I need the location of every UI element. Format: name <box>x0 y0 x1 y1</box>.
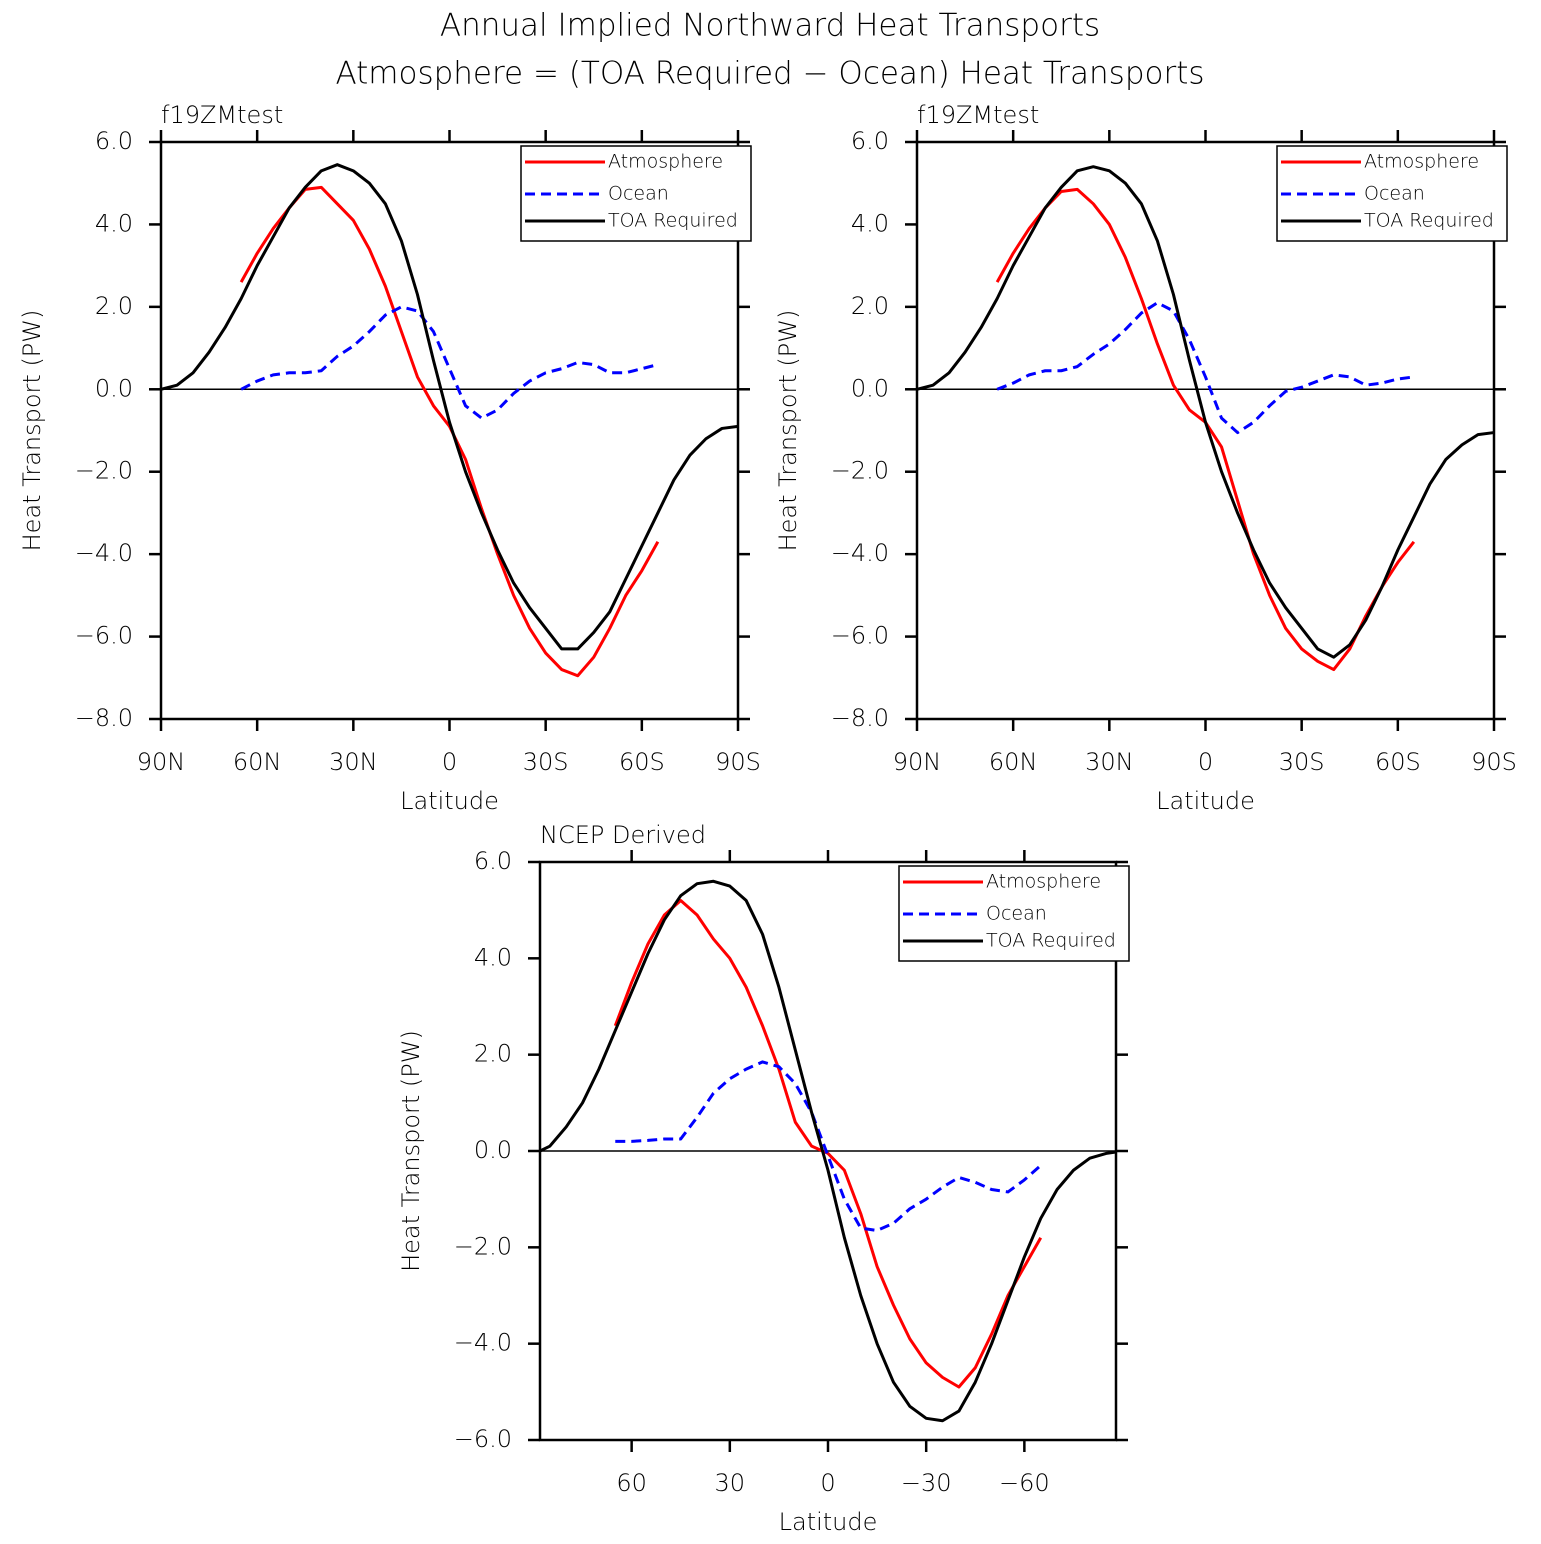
y-tick-label: 2.0 <box>95 292 133 320</box>
x-tick-label: 30S <box>1279 748 1325 776</box>
y-tick-label: 6.0 <box>474 847 512 875</box>
panel: f19ZMtest Latitude Heat Transport (PW) −8.0… <box>774 101 1517 815</box>
legend-label: Atmosphere <box>1364 151 1479 173</box>
series-line <box>240 305 659 420</box>
panel-title: NCEP Derived <box>540 821 706 849</box>
x-tick-label: 90N <box>137 748 186 776</box>
y-tick-label: −8.0 <box>831 704 889 732</box>
x-tick-label: 60N <box>989 748 1038 776</box>
series-line <box>239 185 660 678</box>
legend-label: Atmosphere <box>986 871 1101 893</box>
x-tick-label: 90N <box>893 748 942 776</box>
y-tick-label: 4.0 <box>95 209 133 237</box>
legend-label: Ocean <box>1364 183 1425 205</box>
legend-label: TOA Required <box>1364 210 1494 232</box>
y-tick-label: 2.0 <box>474 1040 512 1068</box>
series-line <box>613 899 1043 1389</box>
x-tick-label: 90S <box>1471 748 1517 776</box>
figure-subtitle: Atmosphere = (TOA Required − Ocean) Heat… <box>335 56 1204 92</box>
legend: Atmosphere Ocean TOA Required <box>898 865 1130 962</box>
y-tick-label: 6.0 <box>95 127 133 155</box>
legend: Atmosphere Ocean TOA Required <box>1276 145 1508 242</box>
y-tick-label: −2.0 <box>454 1232 512 1260</box>
series-line <box>615 1060 1042 1232</box>
x-tick-label: −30 <box>901 1469 952 1497</box>
y-tick-label: −6.0 <box>831 622 889 650</box>
series-line <box>995 187 1416 672</box>
y-tick-label: −6.0 <box>454 1425 512 1453</box>
y-tick-label: −4.0 <box>831 539 889 567</box>
y-tick-label: −2.0 <box>831 457 889 485</box>
y-tick-label: 6.0 <box>851 127 889 155</box>
series-line <box>539 879 1117 1423</box>
y-tick-label: 0.0 <box>851 374 889 402</box>
legend-label: Atmosphere <box>608 151 723 173</box>
x-axis-label: Latitude <box>400 787 499 815</box>
panel: NCEP Derived Latitude Heat Transport (PW) −… <box>397 821 1130 1536</box>
x-tick-label: 30S <box>523 748 569 776</box>
legend-label: Ocean <box>986 903 1047 925</box>
panel: f19ZMtest Latitude Heat Transport (PW) −8.0… <box>18 101 761 815</box>
x-tick-label: 30 <box>715 1469 746 1497</box>
legend-label: TOA Required <box>608 210 738 232</box>
y-tick-label: 4.0 <box>851 209 889 237</box>
y-axis-label: Heat Transport (PW) <box>397 1030 425 1272</box>
x-tick-label: −60 <box>999 1469 1050 1497</box>
x-axis-label: Latitude <box>1156 787 1255 815</box>
x-tick-label: 0 <box>820 1469 835 1497</box>
y-axis-label: Heat Transport (PW) <box>774 310 802 552</box>
panel-title: f19ZMtest <box>161 101 283 129</box>
x-tick-label: 0 <box>1198 748 1213 776</box>
x-tick-label: 0 <box>442 748 457 776</box>
y-tick-label: 4.0 <box>474 943 512 971</box>
y-tick-label: −4.0 <box>454 1329 512 1357</box>
y-axis-label: Heat Transport (PW) <box>18 310 46 552</box>
y-tick-label: −4.0 <box>75 539 133 567</box>
x-tick-label: 60S <box>619 748 665 776</box>
legend-label: Ocean <box>608 183 669 205</box>
x-tick-label: 60 <box>616 1469 647 1497</box>
y-tick-label: −6.0 <box>75 622 133 650</box>
x-tick-label: 30N <box>1085 748 1134 776</box>
y-tick-label: 2.0 <box>851 292 889 320</box>
x-tick-label: 60N <box>233 748 282 776</box>
series-line <box>916 165 1495 659</box>
series-line <box>996 301 1415 435</box>
panel-title: f19ZMtest <box>917 101 1039 129</box>
x-tick-label: 30N <box>329 748 378 776</box>
x-axis-label: Latitude <box>779 1508 878 1536</box>
y-tick-label: 0.0 <box>95 374 133 402</box>
legend: Atmosphere Ocean TOA Required <box>520 145 752 242</box>
y-tick-label: −8.0 <box>75 704 133 732</box>
legend-label: TOA Required <box>986 930 1116 952</box>
y-tick-label: 0.0 <box>474 1136 512 1164</box>
y-tick-label: −2.0 <box>75 457 133 485</box>
x-tick-label: 60S <box>1375 748 1421 776</box>
x-tick-label: 90S <box>715 748 761 776</box>
series-line <box>160 163 739 651</box>
figure-title: Annual Implied Northward Heat Transports <box>440 8 1100 44</box>
